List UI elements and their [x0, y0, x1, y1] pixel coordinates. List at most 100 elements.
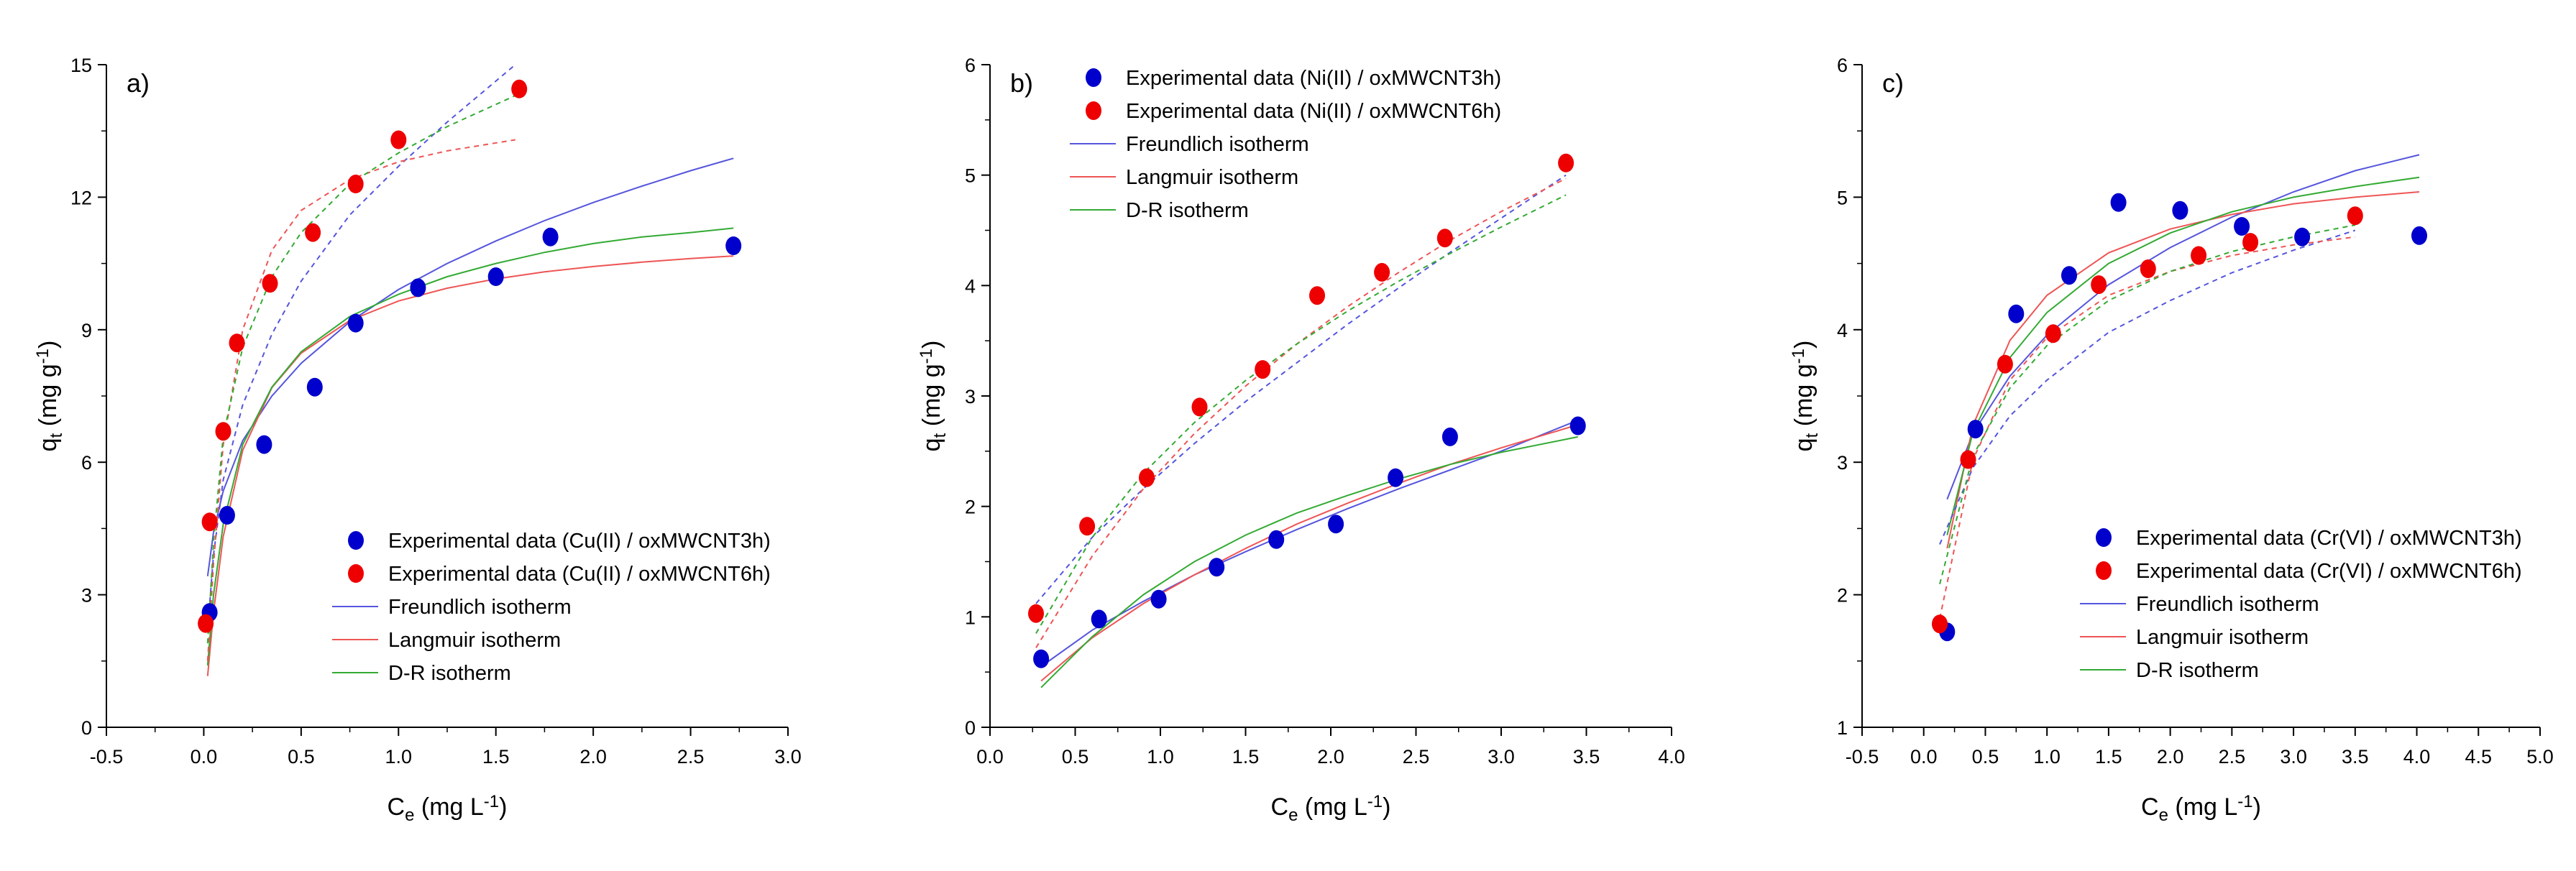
data-point [2191, 246, 2207, 265]
panel-label: b) [1010, 68, 1033, 98]
data-point [1139, 468, 1155, 487]
y-tick-label: 15 [70, 55, 92, 76]
legend-label: Experimental data (Cr(VI) / oxMWCNT3h) [2136, 527, 2522, 550]
y-tick-label: 3 [81, 585, 92, 607]
data-point [1191, 397, 1208, 417]
y-tick-label: 1 [1837, 717, 1848, 739]
data-point [1268, 530, 1285, 549]
y-tick-label: 0 [81, 717, 92, 739]
legend-marker [2096, 528, 2112, 547]
legend-label: D-R isotherm [388, 662, 511, 685]
data-point [256, 435, 272, 454]
legend-label: Freundlich isotherm [2136, 593, 2319, 616]
data-point [306, 377, 323, 397]
y-axis-title: qt (mg g-1) [33, 341, 66, 452]
legend-label: Langmuir isotherm [2136, 626, 2309, 649]
legend-label: Langmuir isotherm [388, 629, 561, 652]
data-point [219, 506, 235, 525]
x-tick-label: -0.5 [1846, 746, 1879, 768]
data-point [2172, 201, 2188, 220]
x-tick-label: 4.0 [1658, 746, 1685, 768]
data-point [201, 512, 218, 532]
x-tick-label: 0.0 [1910, 746, 1938, 768]
data-point [305, 223, 321, 242]
series-line [206, 139, 515, 661]
x-tick-label: 1.0 [385, 746, 413, 768]
x-axis-title: Ce (mg L-1) [388, 792, 508, 825]
y-tick-label: 6 [1837, 55, 1848, 76]
data-point [1150, 589, 1167, 609]
data-point [215, 422, 232, 441]
data-point [1328, 515, 1344, 534]
series-line [1040, 419, 1579, 668]
data-point [1079, 517, 1096, 536]
series-line [1939, 224, 2355, 585]
series-line [1946, 154, 2420, 500]
y-tick-label: 6 [81, 452, 92, 474]
data-point [1997, 354, 2013, 374]
x-tick-label: 0.0 [976, 746, 1004, 768]
x-axis-title: Ce (mg L-1) [2141, 792, 2261, 825]
x-tick-label: 4.0 [2403, 746, 2431, 768]
y-tick-label: 5 [965, 165, 976, 187]
y-tick-label: 4 [1837, 320, 1848, 341]
y-tick-label: 3 [1837, 452, 1848, 474]
data-point [2045, 324, 2061, 344]
data-point [2061, 266, 2077, 285]
data-point [2110, 193, 2127, 212]
data-point [2411, 226, 2427, 245]
chart-panel-c: -0.5 0.0 0.5 1.0 1.5 2.0 2.5 3.0 3.5 4.0 4.5 5.0 1 2 3… [1789, 55, 2554, 825]
data-point [1960, 450, 1976, 469]
data-point [1436, 229, 1453, 248]
legend-label: D-R isotherm [1126, 199, 1249, 222]
data-point [1374, 262, 1390, 282]
data-point [511, 79, 528, 98]
x-tick-label: 1.5 [1232, 746, 1260, 768]
series-line [1939, 236, 2355, 619]
y-tick-label: 2 [1837, 585, 1848, 607]
legend-marker [348, 531, 364, 550]
data-point [725, 236, 742, 255]
series-line [1040, 424, 1578, 682]
chart-panel-b: 0.0 0.5 1.0 1.5 2.0 2.5 3.0 3.5 4.0 0 1 2 3 4 5 6 Ce (mg… [917, 55, 1685, 825]
series-line [206, 227, 734, 665]
y-tick-label: 3 [965, 386, 976, 407]
x-tick-label: 0.5 [288, 746, 315, 768]
legend-label: Langmuir isotherm [1126, 166, 1298, 189]
y-tick-label: 5 [1837, 187, 1848, 208]
legend-label: Experimental data (Cu(II) / oxMWCNT6h) [388, 563, 771, 586]
x-tick-label: 2.0 [2157, 746, 2184, 768]
series-line [1035, 178, 1567, 648]
x-axis-title: Ce (mg L-1) [1271, 792, 1391, 825]
legend-label: Experimental data (Ni(II) / oxMWCNT6h) [1126, 100, 1501, 123]
legend-label: D-R isotherm [2136, 659, 2259, 682]
data-point [347, 175, 364, 193]
data-point [390, 130, 407, 149]
data-point [198, 614, 214, 633]
data-point [410, 278, 426, 298]
data-point [2294, 227, 2311, 246]
legend-label: Experimental data (Ni(II) / oxMWCNT3h) [1126, 67, 1501, 90]
legend-marker [2096, 561, 2112, 580]
x-tick-label: 2.0 [1317, 746, 1344, 768]
series-line [1035, 174, 1567, 604]
data-point [1209, 558, 1225, 577]
y-tick-label: 0 [965, 717, 976, 739]
data-point [1309, 286, 1325, 305]
data-point [229, 333, 245, 353]
x-tick-label: 3.5 [1573, 746, 1600, 768]
series-line [1939, 229, 2356, 545]
legend-marker [348, 564, 364, 583]
x-tick-label: 3.0 [1488, 746, 1515, 768]
data-point [1569, 416, 1586, 436]
data-point [1967, 420, 1984, 439]
series-line [1035, 194, 1567, 634]
y-tick-label: 2 [965, 497, 976, 518]
series-line [1040, 436, 1578, 688]
x-tick-label: 3.0 [774, 746, 802, 768]
x-tick-label: 1.0 [2033, 746, 2061, 768]
data-point [1028, 604, 1044, 623]
data-point [2140, 259, 2156, 278]
data-point [542, 227, 559, 246]
